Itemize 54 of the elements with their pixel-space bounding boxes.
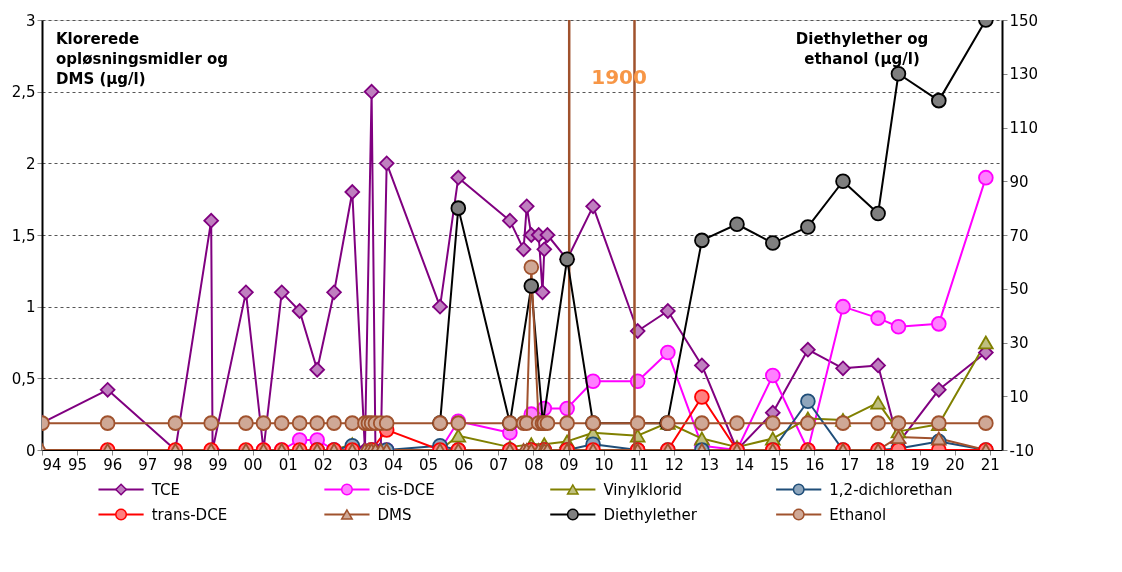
- x-tick-label: 94: [42, 455, 62, 474]
- legend-label: Vinylklorid: [603, 480, 682, 499]
- y-tick-label: 2,5: [11, 83, 36, 102]
- y-tick-label: 0,5: [11, 369, 36, 388]
- x-tick-label: 20: [945, 455, 965, 474]
- x-tick-label: 01: [278, 455, 298, 474]
- x-tick-label: 04: [383, 455, 404, 474]
- x-tick-label: 02: [313, 455, 333, 474]
- x-tick-label: 15: [770, 455, 790, 474]
- x-tick-label: 97: [138, 455, 158, 474]
- x-tick-label: 18: [875, 455, 895, 474]
- x-tick-label: 11: [629, 455, 649, 474]
- y-tick-label: 3: [25, 11, 36, 30]
- x-tick-label: 98: [173, 455, 193, 474]
- legend-label: trans-DCE: [151, 505, 228, 524]
- y2-axis-title: Diethylether og ethanol (µg/l): [795, 30, 929, 68]
- legend-label: DMS: [377, 505, 412, 524]
- x-tick-label: 03: [348, 455, 368, 474]
- y-tick-label: 0: [25, 441, 36, 460]
- x-tick-label: 05: [419, 455, 439, 474]
- y-tick-label: 2: [25, 154, 36, 173]
- y2-tick-label: 70: [1009, 226, 1029, 245]
- x-tick-label: 14: [734, 455, 755, 474]
- y-axis-title: Klorerede opløsningsmidler og DMS (µg/l): [56, 30, 229, 88]
- legend-label: Ethanol: [829, 505, 887, 524]
- y2-tick-label: 50: [1009, 280, 1029, 299]
- x-tick-label: 12: [664, 455, 684, 474]
- x-tick-label: 95: [68, 455, 88, 474]
- y2-tick-label: 110: [1009, 119, 1039, 137]
- legend-label: 1,2-dichlorethan: [829, 480, 953, 499]
- x-tick-label: 10: [594, 455, 614, 474]
- x-tick-label: 07: [489, 455, 509, 474]
- y-tick-label: 1: [25, 298, 36, 317]
- x-tick-label: 13: [699, 455, 719, 474]
- legend-label: Diethylether: [603, 505, 698, 524]
- y2-tick-label: 150: [1009, 11, 1039, 30]
- x-tick-label: 08: [524, 455, 544, 474]
- x-tick-label: 21: [980, 455, 1000, 474]
- x-tick-label: 06: [454, 455, 474, 474]
- x-tick-label: 96: [103, 455, 123, 474]
- y2-tick-label: 30: [1009, 334, 1029, 352]
- legend-label: TCE: [150, 480, 180, 499]
- y-tick-label: 1,5: [11, 226, 36, 245]
- y2-tick-label: 130: [1009, 65, 1039, 84]
- legend-label: cis-DCE: [377, 480, 435, 499]
- x-tick-label: 19: [910, 455, 930, 474]
- y2-tick-label: 10: [1009, 387, 1029, 406]
- y2-tick-label: -10: [1009, 441, 1034, 460]
- y2-tick-label: 90: [1009, 172, 1029, 191]
- x-tick-label: 99: [208, 455, 228, 474]
- x-tick-label: 17: [840, 455, 860, 474]
- x-tick-label: 09: [559, 455, 579, 474]
- x-tick-label: 00: [243, 455, 263, 474]
- x-tick-label: 16: [805, 455, 825, 474]
